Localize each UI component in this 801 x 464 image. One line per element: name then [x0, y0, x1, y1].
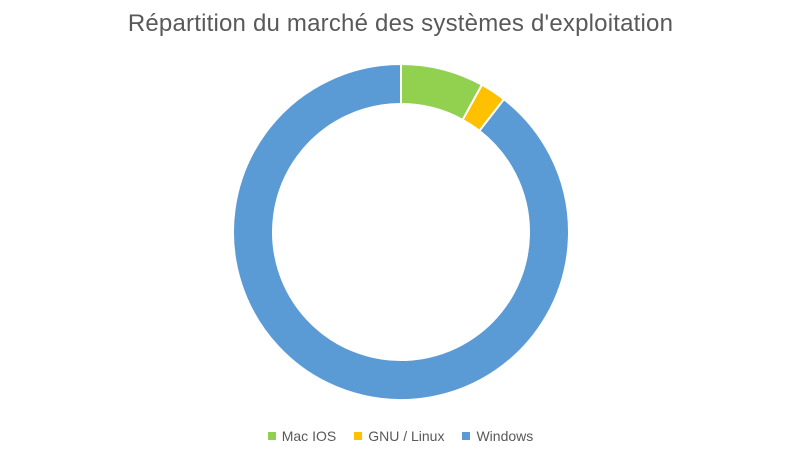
donut-slice-windows — [232, 62, 570, 401]
legend-swatch-windows — [462, 432, 471, 440]
legend-swatch-mac-ios — [267, 432, 276, 440]
legend-swatch-gnu-linux — [354, 432, 363, 440]
legend-item-mac-ios: Mac IOS — [267, 428, 337, 444]
legend-label-mac-ios: Mac IOS — [281, 428, 337, 444]
legend: Mac IOS GNU / Linux Windows — [0, 428, 801, 444]
chart-title: Répartition du marché des systèmes d'exp… — [127, 10, 674, 37]
legend-label-gnu-linux: GNU / Linux — [368, 428, 445, 444]
legend-label-windows: Windows — [476, 428, 534, 444]
legend-item-gnu-linux: GNU / Linux — [354, 428, 444, 444]
legend-item-windows: Windows — [462, 428, 533, 444]
